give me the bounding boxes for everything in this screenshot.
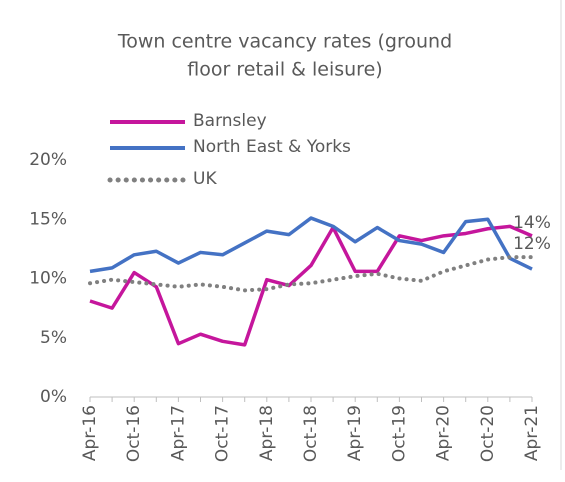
x-tick-label: Apr-16: [80, 405, 100, 461]
y-tick-label: 20%: [29, 150, 67, 170]
data-label: 12%: [513, 234, 551, 254]
x-tick-label: Apr-18: [257, 405, 277, 461]
chart-title: Town centre vacancy rates (ground: [117, 31, 452, 53]
legend-label: Barnsley: [193, 111, 267, 131]
x-tick-label: Apr-21: [522, 405, 542, 461]
x-tick-label: Oct-19: [389, 405, 409, 462]
series-line: [89, 216, 533, 274]
y-tick-label: 5%: [40, 328, 67, 348]
y-tick-label: 0%: [40, 387, 67, 407]
data-label: 14%: [513, 213, 551, 233]
y-tick-label: 15%: [29, 209, 67, 229]
x-tick-label: Apr-19: [345, 405, 365, 461]
legend-label: North East & Yorks: [193, 137, 351, 157]
chart-title: floor retail & leisure): [187, 59, 382, 81]
legend-label: UK: [193, 169, 217, 189]
x-tick-label: Oct-20: [478, 405, 498, 462]
x-tick-label: Apr-20: [434, 405, 454, 461]
x-tick-label: Oct-17: [213, 405, 233, 462]
x-tick-label: Oct-16: [124, 405, 144, 462]
x-tick-label: Apr-17: [168, 405, 188, 461]
y-tick-label: 10%: [29, 269, 67, 289]
x-tick-label: Oct-18: [301, 405, 321, 462]
